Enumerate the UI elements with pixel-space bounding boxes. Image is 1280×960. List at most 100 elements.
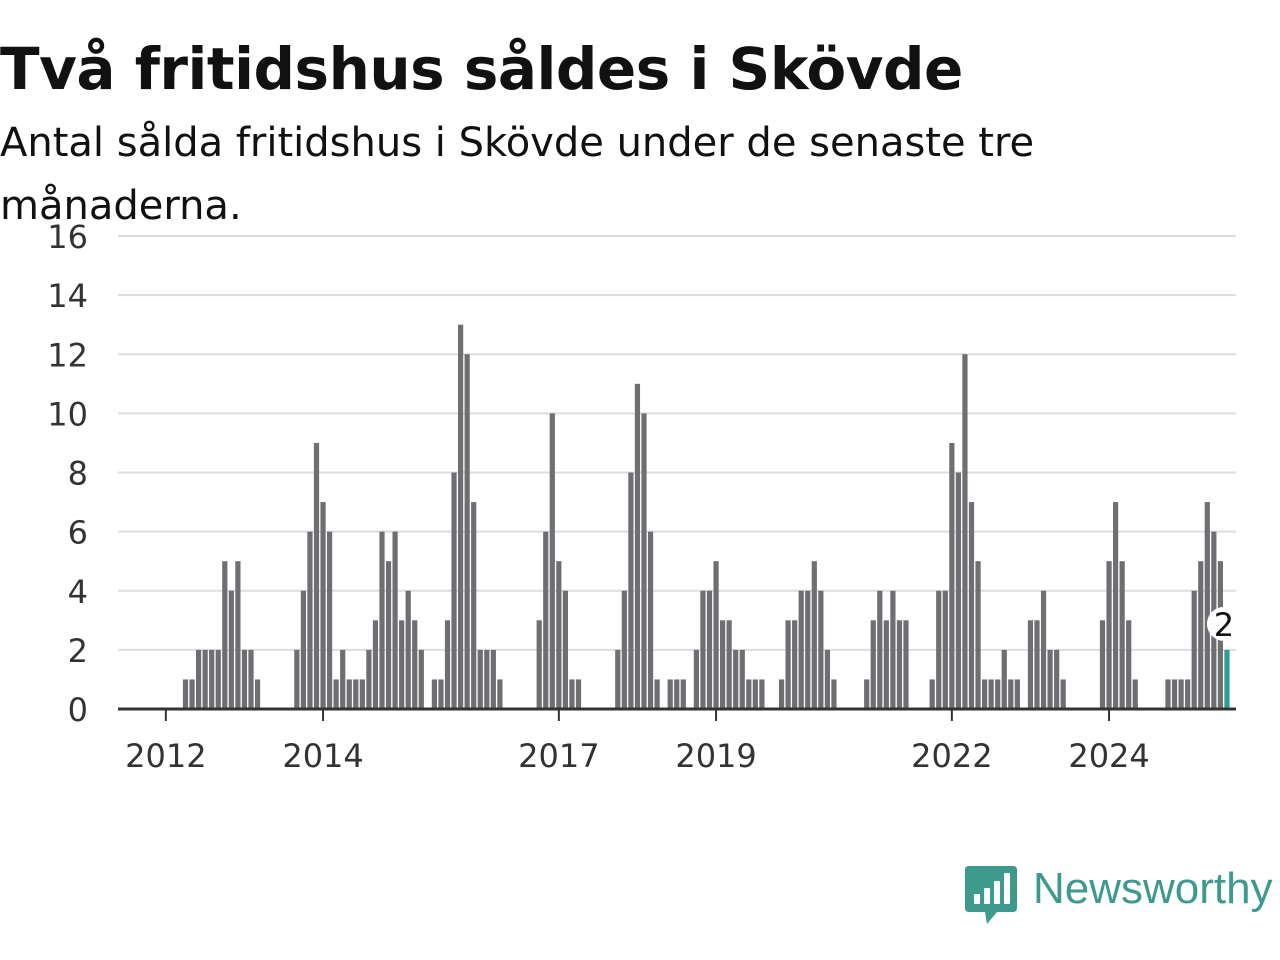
x-tick-label: 2012: [125, 737, 206, 775]
bar: [1119, 561, 1125, 709]
newsworthy-logo-icon: [965, 866, 1017, 924]
bar: [562, 590, 568, 709]
x-axis-ticks: 2012 2014 2017 2019 2022 2024: [125, 709, 1150, 775]
bar-highlight: [1224, 649, 1230, 710]
bar: [706, 590, 713, 709]
bar: [680, 679, 686, 709]
bar: [641, 413, 647, 710]
bar: [621, 590, 627, 709]
bar: [536, 620, 542, 709]
bar: [300, 590, 306, 709]
bar: [962, 354, 968, 709]
x-tick-label: 2022: [911, 737, 992, 775]
bar: [327, 531, 333, 710]
bar: [1191, 590, 1197, 709]
chart-title: Två fritidshus såldes i Skövde: [0, 35, 963, 103]
y-axis-labels: 0 2 4 6 8 10 12 14 16: [47, 218, 88, 729]
bar: [1040, 590, 1047, 709]
bar: [818, 590, 824, 709]
bar: [647, 531, 654, 710]
bar: [896, 620, 903, 709]
y-tick-label: 8: [68, 455, 88, 493]
bar: [320, 502, 326, 709]
bar: [792, 620, 798, 709]
bar: [254, 679, 261, 709]
bar: [1060, 679, 1066, 709]
bar: [877, 590, 883, 709]
bar: [471, 502, 477, 709]
bar: [359, 679, 365, 709]
bar: [399, 620, 405, 709]
bar: [182, 679, 189, 709]
bar: [674, 679, 680, 709]
bar: [490, 649, 496, 710]
bar: [575, 679, 582, 709]
bar: [431, 679, 437, 709]
bar: [700, 590, 706, 709]
bar: [1034, 620, 1040, 709]
bar: [634, 383, 641, 709]
bar: [995, 679, 1001, 709]
bar: [333, 679, 339, 709]
bar: [720, 620, 726, 709]
x-tick-label: 2019: [675, 737, 756, 775]
bar: [1027, 620, 1034, 709]
y-tick-label: 14: [47, 277, 88, 315]
highlight-annotation: 2: [1206, 606, 1241, 644]
bar: [955, 472, 961, 709]
bar: [831, 679, 837, 709]
x-tick-label: 2017: [518, 737, 599, 775]
bar: [458, 324, 464, 709]
y-tick-label: 6: [68, 514, 88, 552]
bar: [1132, 679, 1138, 709]
bar: [379, 531, 385, 710]
bar: [733, 649, 739, 710]
bar: [785, 620, 791, 709]
bar: [870, 620, 876, 709]
bar: [654, 679, 660, 709]
bar: [366, 649, 372, 710]
bar: [1165, 679, 1171, 709]
bar: [569, 679, 575, 709]
bar: [1178, 679, 1184, 709]
y-tick-label: 12: [47, 336, 88, 374]
bar: [1047, 649, 1053, 710]
bar: [477, 649, 483, 710]
bar: [1106, 561, 1112, 709]
bar: [444, 620, 451, 709]
y-tick-label: 4: [68, 573, 88, 611]
bar: [805, 590, 811, 709]
bar: [248, 649, 254, 710]
bar: [556, 561, 562, 709]
bar: [235, 561, 241, 709]
bar: [883, 620, 889, 709]
x-tick-label: 2014: [282, 737, 363, 775]
y-tick-label: 10: [47, 395, 88, 433]
y-tick-label: 2: [68, 632, 88, 670]
bar: [1113, 502, 1119, 709]
gridlines: [118, 235, 1236, 651]
bars: [182, 324, 1230, 710]
bar: [412, 620, 418, 709]
bar: [798, 590, 804, 709]
bar: [497, 679, 503, 709]
y-tick-label: 0: [68, 691, 88, 729]
bar: [759, 679, 765, 709]
highlight-label-halo: [1206, 606, 1241, 641]
newsworthy-logo[interactable]: Newsworthy: [965, 864, 1275, 926]
bar: [438, 679, 444, 709]
bar: [294, 649, 300, 710]
bar: [693, 649, 699, 710]
bar: [713, 561, 719, 709]
bar: [372, 620, 379, 709]
bar: [667, 679, 673, 709]
bar: [543, 531, 549, 710]
bar: [189, 679, 195, 709]
bar: [209, 649, 215, 710]
bar: [222, 561, 228, 709]
x-tick-label: 2024: [1068, 737, 1149, 775]
bar: [936, 590, 942, 709]
bar: [1198, 561, 1204, 709]
bar: [1054, 649, 1060, 710]
bar: [746, 679, 752, 709]
